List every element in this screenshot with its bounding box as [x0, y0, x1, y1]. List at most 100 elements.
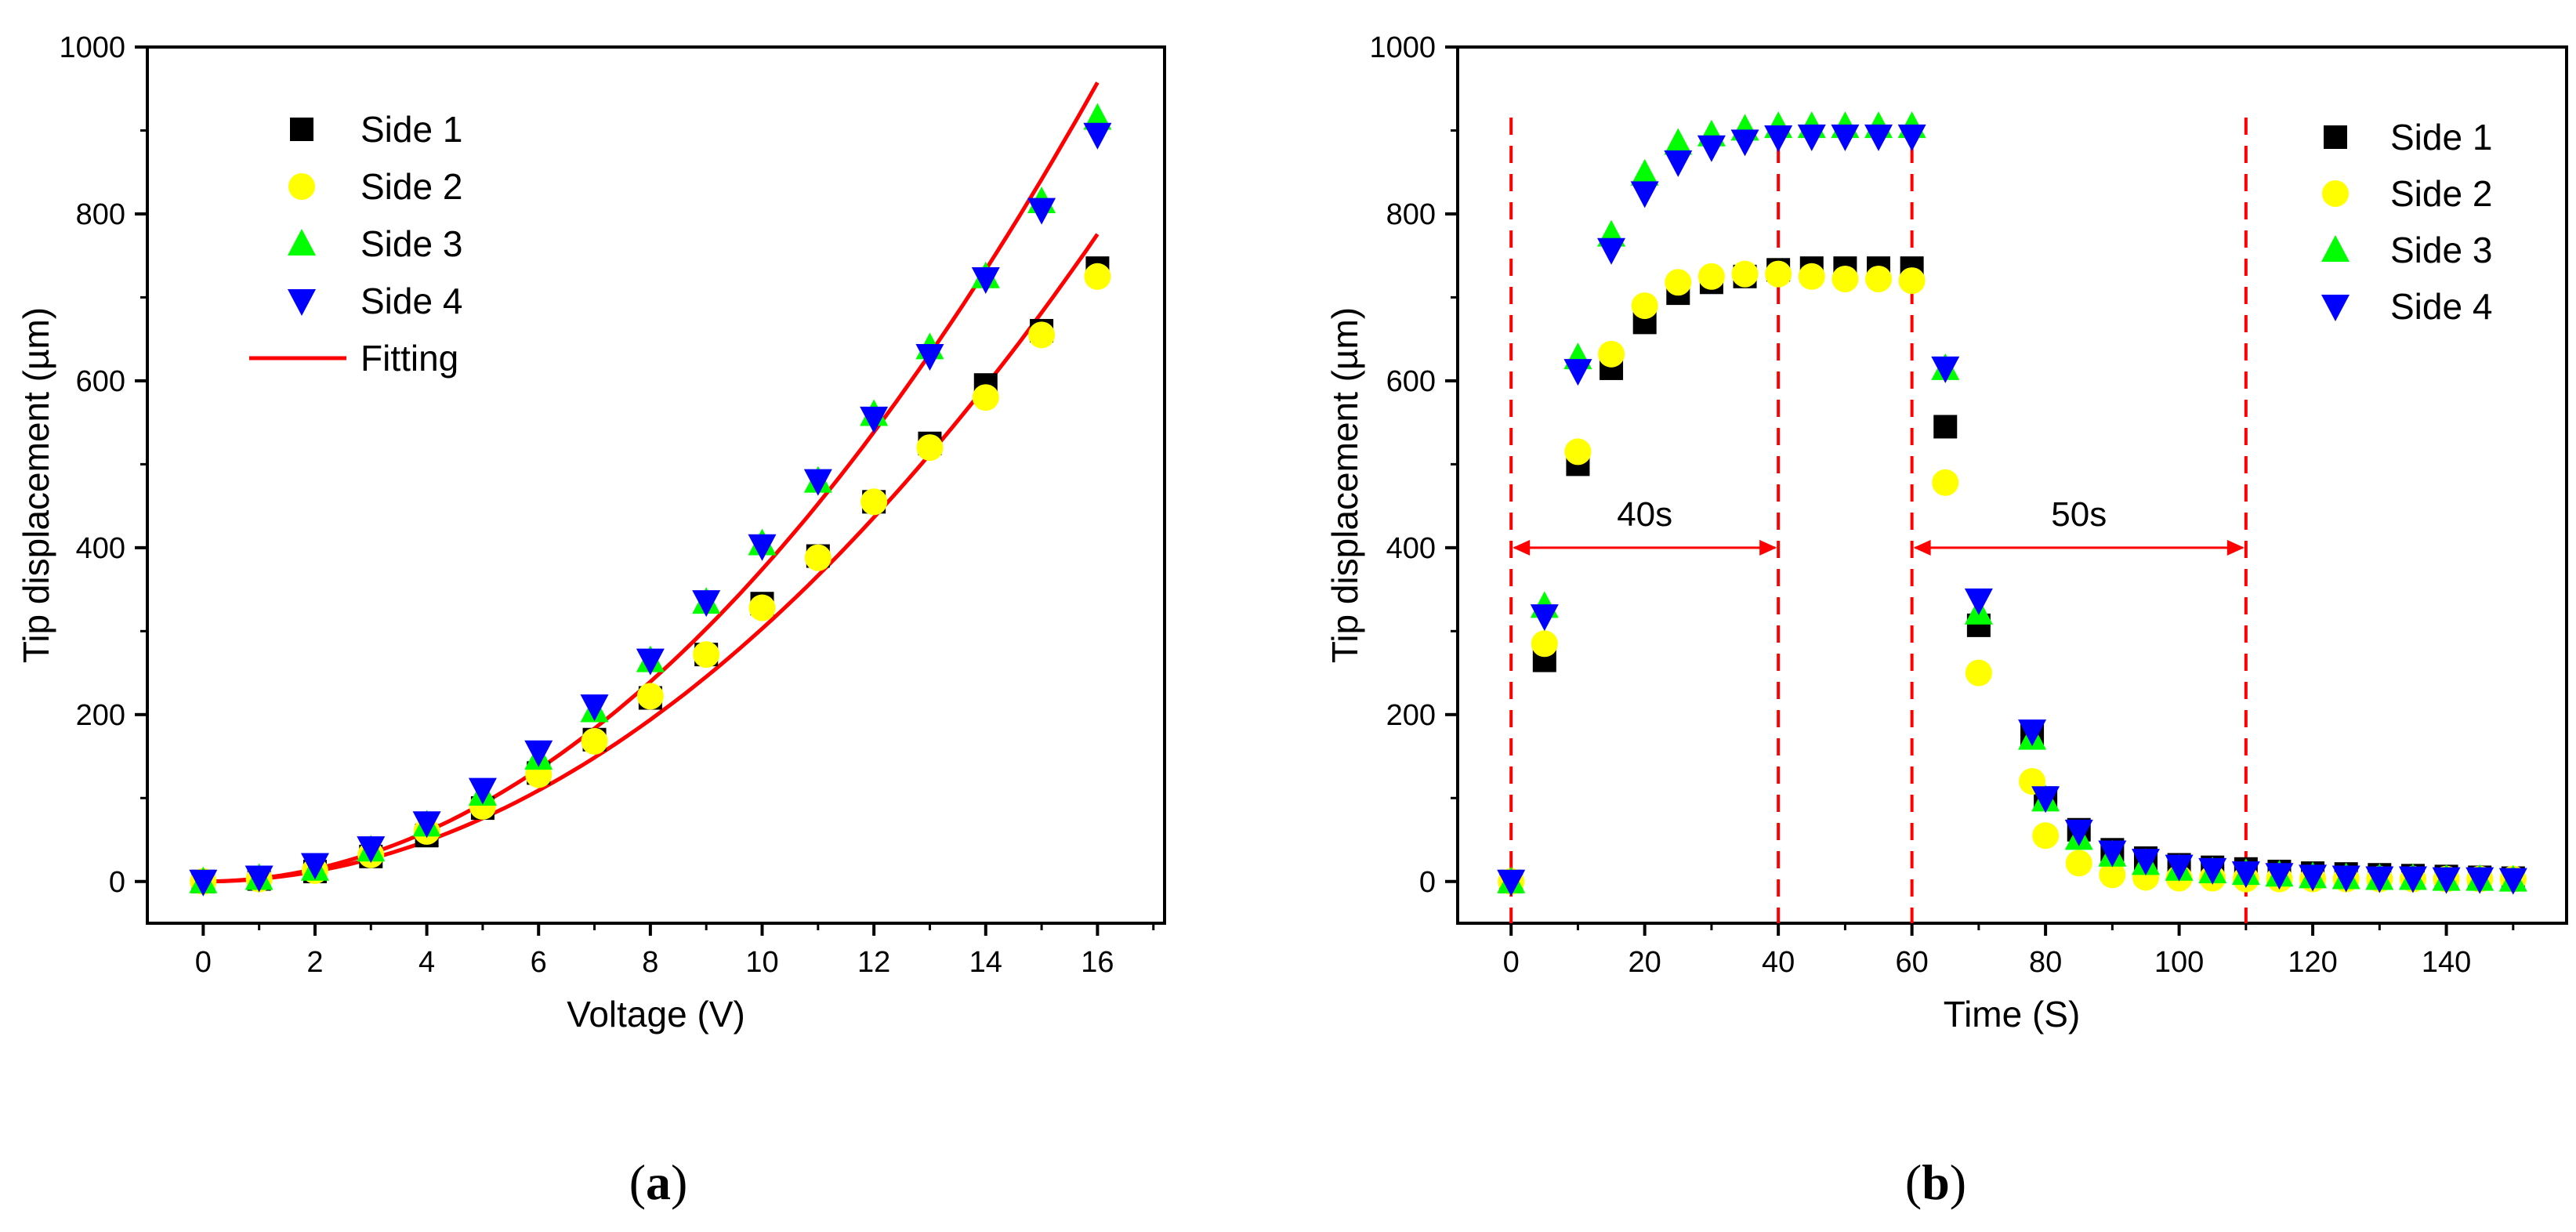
y-tick-label: 0	[109, 866, 125, 899]
data-point	[1865, 266, 1893, 293]
axis-ticks-b: 0 20 40 60 80 100 120 140 0 200 400 600 800 1000	[1369, 31, 2515, 979]
legend-label: Side 1	[360, 109, 462, 150]
y-tick-label: 800	[1386, 198, 1436, 231]
data-point	[1932, 469, 1959, 496]
fit-curve	[203, 82, 1100, 884]
legend-label: Side 4	[2390, 286, 2492, 327]
data-point	[1665, 269, 1692, 296]
data-point	[1563, 359, 1592, 386]
arrow-head	[1759, 539, 1777, 556]
data-point	[2365, 866, 2394, 893]
legend-marker	[2321, 235, 2350, 262]
series-side-4	[189, 122, 1112, 897]
x-tick-label: 0	[195, 946, 212, 979]
data-point	[1630, 158, 1659, 186]
data-point	[693, 641, 720, 669]
data-point	[1798, 263, 1825, 290]
legend-marker	[2324, 125, 2347, 149]
interval-label: 50s	[2051, 495, 2107, 534]
data-point	[1564, 438, 1592, 466]
data-point	[524, 740, 553, 767]
legend-label: Side 4	[360, 281, 462, 321]
x-tick-label: 16	[1081, 946, 1114, 979]
data-point	[580, 694, 609, 722]
arrow-head	[1513, 539, 1531, 556]
data-point	[803, 469, 832, 496]
data-point	[1933, 415, 1958, 439]
legend-b: Side 1 Side 2 Side 3 Side 4	[2321, 117, 2492, 327]
data-point	[1597, 237, 1626, 265]
y-axis-label-b: Tip displacement (µm)	[1324, 307, 1365, 663]
x-tick-label: 6	[531, 946, 547, 979]
y-tick-label: 400	[76, 532, 125, 565]
data-point	[1697, 263, 1725, 290]
data-point	[692, 590, 721, 618]
data-point	[1028, 321, 1056, 349]
data-point	[2064, 819, 2093, 846]
plot-area-a	[146, 45, 1166, 925]
legend-label: Side 2	[360, 166, 462, 207]
legend-a: Side 1 Side 2 Side 3 Side 4 Fitting	[249, 109, 462, 379]
data-point	[412, 811, 441, 839]
data-point	[915, 343, 944, 371]
data-point	[1831, 266, 1859, 293]
x-axis-label-b: Time (S)	[1944, 994, 2081, 1035]
data-point	[1897, 124, 1926, 151]
data-point	[2099, 861, 2126, 889]
data-point	[804, 544, 831, 571]
data-point	[636, 648, 665, 676]
data-point	[1697, 135, 1726, 162]
legend-marker	[2321, 295, 2350, 321]
data-point	[2031, 786, 2060, 813]
y-tick-label: 0	[1419, 866, 1436, 899]
x-tick-label: 100	[2154, 946, 2204, 979]
data-point	[1497, 869, 1526, 897]
caption-a: (a)	[629, 1154, 688, 1210]
data-point	[1084, 263, 1111, 290]
data-point	[748, 594, 776, 621]
x-tick-label: 12	[857, 946, 890, 979]
data-point	[1831, 124, 1860, 151]
data-point	[581, 727, 608, 755]
x-tick-label: 40	[1762, 946, 1795, 979]
data-point	[2498, 868, 2527, 895]
data-point	[1931, 356, 1960, 383]
x-tick-label: 2	[306, 946, 323, 979]
x-tick-label: 10	[745, 946, 778, 979]
legend-label: Side 3	[2390, 230, 2492, 270]
y-axis-label-a: Tip displacement (µm)	[16, 307, 56, 663]
legend-marker	[288, 173, 315, 200]
data-point	[1631, 292, 1658, 320]
legend-marker	[2322, 180, 2349, 207]
data-point	[971, 267, 1000, 295]
data-point	[2198, 857, 2227, 885]
x-tick-label: 20	[1629, 946, 1661, 979]
legend-marker	[288, 229, 316, 255]
data-point	[2398, 866, 2427, 893]
series-side-4	[1497, 124, 2527, 897]
data-point	[1530, 604, 1559, 632]
data-point	[2265, 863, 2294, 890]
fit-lines-a	[203, 82, 1100, 884]
data-point	[357, 836, 386, 864]
data-point	[1083, 122, 1112, 150]
interval-label: 40s	[1617, 495, 1672, 534]
data-point	[2032, 822, 2060, 850]
x-tick-label: 4	[418, 946, 435, 979]
y-tick-label: 600	[1386, 365, 1436, 398]
data-point	[468, 777, 497, 805]
data-point	[860, 488, 888, 516]
data-point	[1765, 260, 1792, 288]
x-tick-label: 60	[1895, 946, 1928, 979]
legend-label: Side 3	[360, 223, 462, 264]
data-point	[748, 534, 777, 561]
fit-curve	[203, 233, 1100, 884]
data-point	[2465, 867, 2494, 894]
legend-marker	[288, 289, 316, 316]
data-point	[2299, 864, 2328, 892]
y-tick-label: 200	[1386, 699, 1436, 732]
legend-label: Side 2	[2390, 173, 2492, 214]
y-tick-label: 400	[1386, 532, 1436, 565]
data-point	[2231, 861, 2260, 889]
x-tick-label: 0	[1503, 946, 1520, 979]
